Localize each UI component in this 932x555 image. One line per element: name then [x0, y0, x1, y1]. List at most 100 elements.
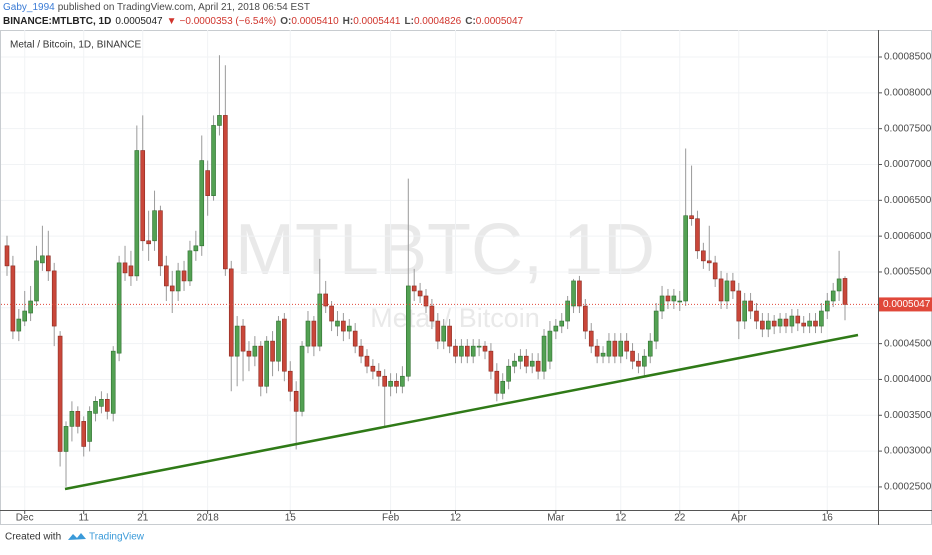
candle-body	[777, 318, 783, 327]
candle-body	[736, 290, 742, 322]
candle-body	[813, 320, 818, 327]
y-tick-label: 0.0003000	[884, 446, 932, 457]
candle-body	[754, 310, 759, 322]
candle-body	[346, 325, 352, 332]
candle-body	[718, 278, 724, 302]
candle-body	[529, 360, 535, 367]
last-price-label: 0.0005047	[883, 299, 931, 310]
candle-body	[352, 330, 358, 347]
candle-body	[819, 310, 824, 327]
candle-body	[105, 398, 110, 412]
candle-body	[158, 210, 163, 267]
candle-body	[211, 125, 216, 196]
candle-body	[760, 320, 765, 330]
candle-body	[571, 280, 576, 307]
candle-body	[4, 245, 10, 267]
candle-body	[695, 218, 700, 252]
author[interactable]: Gaby_1994	[3, 2, 55, 13]
candle-body	[824, 300, 830, 312]
candle-body	[193, 245, 199, 252]
candle-body	[771, 320, 777, 327]
candle-body	[612, 340, 618, 357]
candle-body	[765, 320, 771, 330]
candle-body	[81, 421, 87, 447]
candle-body	[187, 250, 193, 282]
candle-body	[63, 426, 69, 452]
candle-body	[647, 340, 653, 357]
candle-body	[57, 335, 63, 452]
candle-body	[152, 210, 157, 242]
candle-body	[783, 318, 789, 327]
candle-body	[435, 320, 441, 342]
footer-brand[interactable]: TradingView	[89, 532, 145, 543]
candle-body	[836, 278, 842, 292]
candle-body	[364, 355, 370, 367]
candle-body	[311, 320, 317, 347]
c-value: 0.0005047	[476, 16, 524, 27]
candle-body	[317, 293, 323, 347]
candle-body	[252, 345, 258, 357]
watermark: MTLBTC, 1D	[235, 210, 655, 290]
o-label: O:	[280, 16, 291, 27]
candle-body	[228, 268, 234, 357]
candle-body	[299, 345, 305, 412]
candle-body	[140, 150, 146, 242]
candle-body	[394, 380, 399, 387]
candle-body	[482, 345, 488, 352]
y-tick-label: 0.0002500	[884, 482, 932, 493]
change: −0.0000353 (−6.54%)	[180, 16, 277, 27]
candle-body	[588, 330, 594, 347]
candle-body	[270, 340, 275, 362]
candle-body	[429, 305, 435, 322]
candle-body	[164, 265, 169, 287]
candle-body	[659, 295, 665, 312]
candle-body	[69, 411, 75, 427]
candle-body	[417, 290, 423, 297]
x-tick-label: 21	[137, 513, 149, 524]
candle-body	[199, 160, 205, 247]
candle-body	[441, 325, 447, 342]
candle-body	[305, 320, 311, 347]
candle-body	[541, 335, 547, 372]
candle-body	[169, 285, 175, 292]
candle-body	[99, 398, 104, 407]
y-tick-label: 0.0008500	[884, 52, 932, 63]
candle-body	[807, 320, 812, 327]
l-value: 0.0004826	[414, 16, 462, 27]
candle-body	[630, 350, 635, 362]
candle-body	[535, 360, 541, 372]
candle-body	[34, 260, 39, 302]
candle-body	[559, 320, 565, 327]
y-tick-label: 0.0006000	[884, 231, 932, 242]
candle-body	[411, 285, 417, 292]
candle-body	[93, 401, 98, 414]
x-tick-label: Apr	[731, 513, 747, 524]
x-tick-label: Feb	[382, 513, 400, 524]
plot	[1, 30, 878, 510]
y-tick-label: 0.0005500	[884, 267, 932, 278]
candle-body	[724, 280, 730, 302]
l-label: L:	[405, 16, 414, 27]
candle-body	[234, 325, 240, 357]
candle-body	[706, 260, 712, 264]
o-value: 0.0005410	[291, 16, 339, 27]
candle-body	[742, 300, 747, 322]
candle-body	[470, 345, 476, 357]
candle-body	[789, 315, 795, 327]
candle-body	[382, 375, 387, 387]
candle-body	[282, 318, 287, 372]
candle-body	[842, 278, 848, 305]
candle-body	[459, 345, 464, 357]
last-price-tag	[879, 297, 932, 312]
candle-body	[476, 345, 482, 348]
h-label: H:	[343, 16, 354, 27]
candle-body	[388, 380, 393, 387]
y-tick-label: 0.0006500	[884, 195, 932, 206]
candle-body	[10, 265, 16, 332]
c-label: C:	[465, 16, 476, 27]
candle-body	[134, 150, 140, 277]
candle-body	[370, 365, 376, 372]
candle-body	[323, 293, 328, 307]
candle-body	[583, 305, 588, 332]
